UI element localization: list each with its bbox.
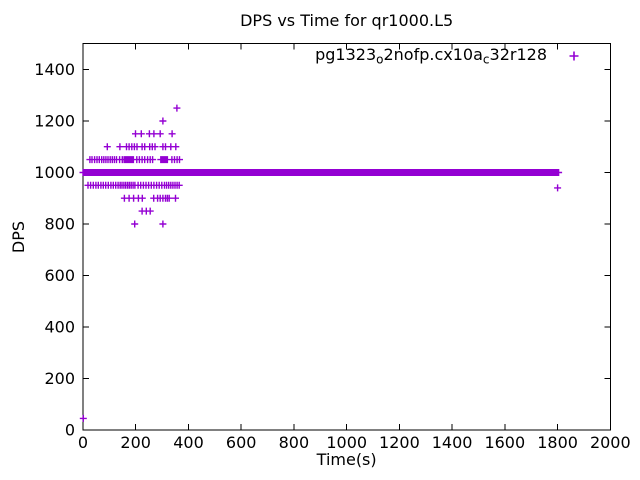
x-tick-label: 200 (120, 433, 151, 452)
y-tick-label: 600 (44, 266, 75, 285)
y-tick-label: 800 (44, 215, 75, 234)
y-tick-label: 400 (44, 318, 75, 337)
y-tick-label: 1400 (34, 60, 75, 79)
series-points-layer (79, 104, 563, 422)
y-axis-label: DPS (9, 221, 28, 253)
x-tick-label: 400 (173, 433, 204, 452)
x-tick-label: 1000 (326, 433, 367, 452)
scatter-plus-markers (79, 104, 563, 422)
y-tick-label: 200 (44, 369, 75, 388)
x-tick-label: 1200 (379, 433, 420, 452)
x-tick-label: 2000 (590, 433, 631, 452)
x-tick-label: 600 (226, 433, 257, 452)
x-tick-label: 1800 (537, 433, 578, 452)
legend-plus-marker (569, 51, 579, 61)
plot-frame (82, 43, 611, 431)
y-tick-label: 1200 (34, 112, 75, 131)
x-axis-label: Time(s) (316, 450, 377, 469)
legend: pg1323o2nofp.cx10ac32r128 (315, 45, 579, 67)
x-tick-label: 0 (78, 433, 88, 452)
x-tick-label: 1400 (432, 433, 473, 452)
legend-series-label: pg1323o2nofp.cx10ac32r128 (315, 45, 547, 67)
y-tick-label: 0 (65, 421, 75, 440)
plot-border (82, 43, 611, 431)
x-tick-label: 800 (279, 433, 310, 452)
axis-ticks (82, 43, 611, 431)
y-tick-label: 1000 (34, 163, 75, 182)
x-tick-label: 1600 (484, 433, 525, 452)
axis-tick-labels: 0 200 400 600 800 1000 1200 1400 1600 1800 2000 0 20… (34, 60, 630, 452)
chart-title: DPS vs Time for qr1000.L5 (240, 11, 453, 30)
